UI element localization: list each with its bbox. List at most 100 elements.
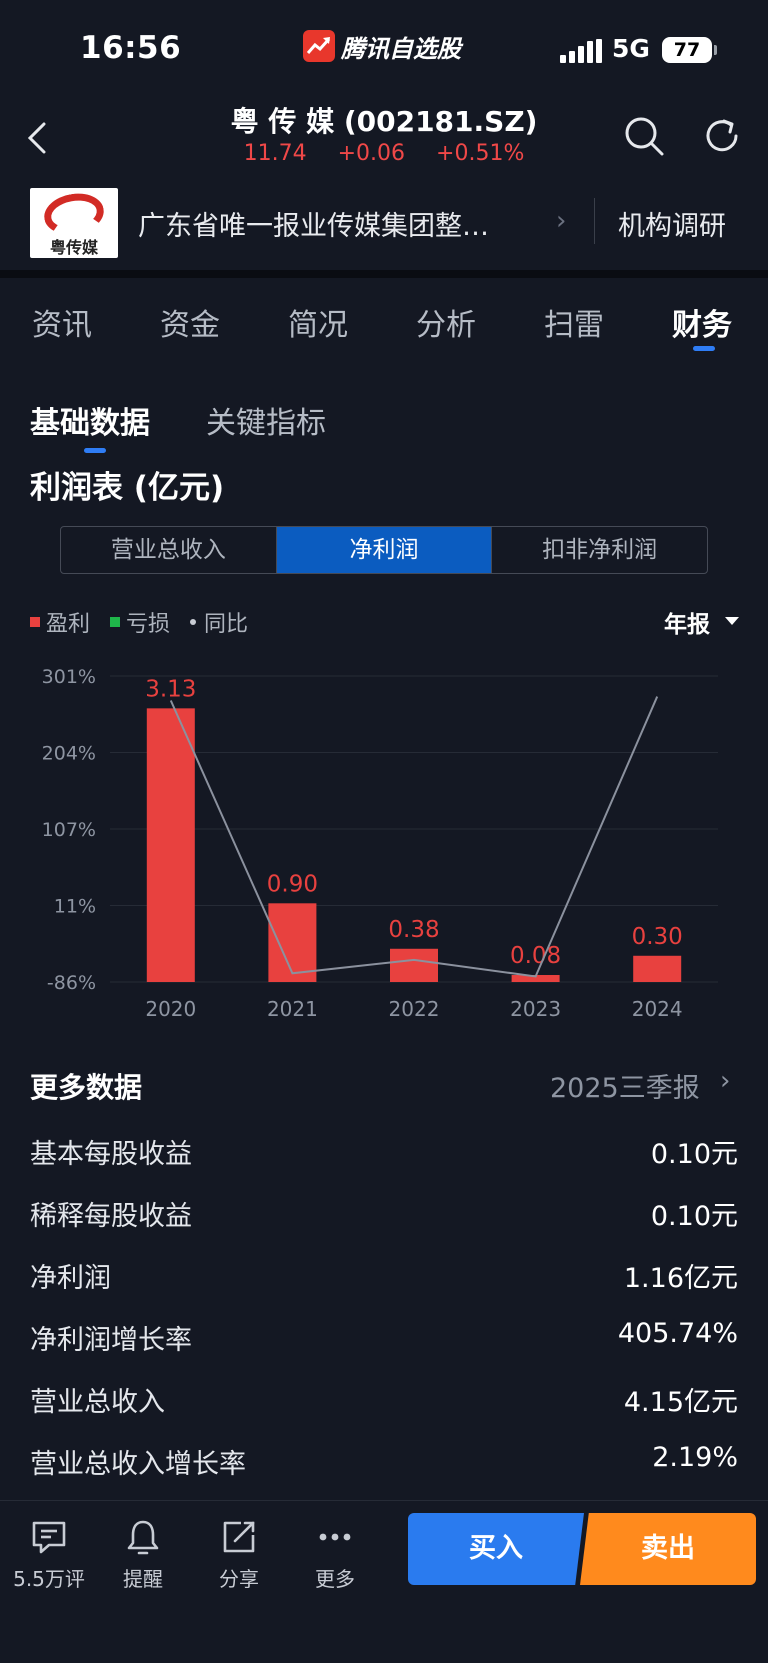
- bar-value-label: 0.38: [388, 917, 439, 943]
- section-title: 利润表 (亿元): [30, 470, 225, 506]
- battery-tip: [714, 45, 717, 55]
- comments-label: 5.5万评: [13, 1567, 85, 1591]
- bar: [268, 903, 317, 982]
- chevron-right-icon[interactable]: ›: [720, 1066, 731, 1096]
- share-icon: [223, 1521, 255, 1553]
- y-tick-label: 204%: [42, 743, 96, 765]
- stock-change-pct: +0.51%: [436, 141, 525, 166]
- metric-label: 营业总收入: [30, 1387, 165, 1418]
- x-tick-label: 2024: [632, 997, 683, 1021]
- bar: [146, 708, 195, 982]
- chevron-right-icon: ›: [556, 206, 567, 236]
- bar-value-label: 0.90: [267, 871, 318, 897]
- status-time: 16:56: [80, 30, 182, 66]
- metric-label: 净利润增长率: [30, 1325, 192, 1356]
- subtab-basic-data[interactable]: 基础数据: [30, 406, 150, 441]
- tab-analysis[interactable]: 分析: [416, 308, 476, 343]
- share-button[interactable]: 分享: [194, 1517, 284, 1592]
- comment-icon: [32, 1521, 66, 1554]
- search-icon[interactable]: [622, 114, 666, 158]
- app-name: 腾讯自选股: [341, 34, 461, 63]
- metric-row: 稀释每股收益 0.10元: [0, 1194, 768, 1234]
- comments-button[interactable]: 5.5万评: [4, 1517, 94, 1592]
- subtab-key-indicators[interactable]: 关键指标: [206, 406, 326, 441]
- company-description[interactable]: 广东省唯一报业传媒集团整…: [138, 211, 489, 242]
- x-tick-label: 2020: [145, 997, 196, 1021]
- legend-yoy-label: 同比: [204, 612, 249, 637]
- refresh-icon[interactable]: [700, 114, 744, 158]
- tab-finance[interactable]: 财务: [672, 308, 732, 343]
- more-data-title: 更多数据: [30, 1071, 143, 1104]
- company-banner[interactable]: 粤传媒 广东省唯一报业传媒集团整… › 机构调研: [0, 184, 768, 260]
- bottom-action-bar: 5.5万评 提醒 分享 更多 买入 卖出: [0, 1500, 768, 1663]
- x-tick-label: 2021: [267, 997, 318, 1021]
- divider: [594, 198, 595, 244]
- company-logo-ring: [40, 189, 108, 239]
- segment-net-profit[interactable]: 净利润: [276, 527, 493, 573]
- stock-title: 粤 传 媒 (002181.SZ): [230, 105, 538, 138]
- y-tick-label: 301%: [42, 666, 96, 688]
- legend-profit-label: 盈利: [46, 612, 91, 637]
- metric-row: 基本每股收益 0.10元: [0, 1132, 768, 1172]
- back-icon[interactable]: [18, 116, 58, 160]
- more-dots-icon: [319, 1533, 351, 1541]
- app-logo-icon: [303, 30, 335, 62]
- bell-icon: [127, 1520, 159, 1555]
- company-logo-text: 粤传媒: [49, 238, 98, 257]
- y-tick-label: 11%: [54, 896, 96, 918]
- signal-icon: [560, 39, 602, 63]
- bar: [633, 955, 682, 982]
- tab-profile[interactable]: 简况: [288, 308, 348, 343]
- tab-news[interactable]: 资讯: [32, 308, 92, 343]
- metric-segmented-control: 营业总收入 净利润 扣非净利润: [60, 526, 708, 574]
- legend-loss: 亏损: [110, 606, 170, 638]
- x-tick-label: 2022: [389, 997, 440, 1021]
- metric-row: 营业总收入 4.15亿元: [0, 1380, 768, 1420]
- status-bar: 16:56 腾讯自选股 5G 77: [0, 0, 768, 96]
- segment-deducted-net-profit[interactable]: 扣非净利润: [542, 537, 658, 563]
- legend-loss-swatch: [110, 617, 121, 627]
- legend-profit: 盈利: [30, 606, 90, 638]
- y-tick-label: 107%: [42, 819, 96, 841]
- legend-yoy-dot: [190, 619, 197, 625]
- sell-button[interactable]: 卖出: [580, 1513, 756, 1585]
- share-label: 分享: [219, 1567, 259, 1591]
- tab-funds[interactable]: 资金: [160, 308, 220, 343]
- more-label: 更多: [315, 1567, 355, 1591]
- period-select[interactable]: 年报: [664, 612, 710, 638]
- legend-yoy: 同比: [190, 606, 248, 638]
- subtab-indicator: [84, 448, 106, 453]
- profit-chart: 301% 204% 107% 11% -86% 3.13 0.90 0.38 0.08 0.30 2…: [42, 666, 718, 1021]
- metric-value: 0.10元: [650, 1201, 738, 1232]
- segment-revenue[interactable]: 营业总收入: [61, 527, 277, 573]
- metric-value: 405.74%: [617, 1318, 738, 1349]
- x-tick-label: 2023: [510, 997, 561, 1021]
- network-type: 5G: [612, 34, 650, 63]
- legend-profit-swatch: [30, 617, 40, 627]
- yoy-line: [169, 696, 659, 978]
- chart-legend: 盈利 亏损 同比: [30, 607, 268, 637]
- metric-value: 4.15亿元: [623, 1387, 738, 1418]
- stock-quote: 11.74 +0.06 +0.51%: [0, 141, 768, 166]
- buy-button[interactable]: 买入: [408, 1513, 584, 1585]
- separator: [0, 270, 768, 278]
- metric-label: 营业总收入增长率: [30, 1449, 246, 1480]
- company-logo: 粤传媒: [30, 188, 118, 258]
- metric-value: 0.10元: [650, 1139, 738, 1170]
- battery-icon: 77: [662, 37, 712, 63]
- remind-button[interactable]: 提醒: [98, 1517, 188, 1592]
- metric-label: 稀释每股收益: [30, 1201, 192, 1232]
- metric-value: 2.19%: [652, 1442, 738, 1473]
- metric-value: 1.16亿元: [623, 1263, 738, 1294]
- research-link[interactable]: 机构调研: [618, 211, 726, 242]
- y-tick-label: -86%: [47, 972, 96, 994]
- tab-risk[interactable]: 扫雷: [544, 308, 604, 343]
- more-data-period[interactable]: 2025三季报: [550, 1073, 700, 1104]
- caret-down-icon[interactable]: [725, 617, 739, 625]
- bar-value-label: 0.08: [510, 943, 561, 969]
- stock-price: 11.74: [243, 141, 307, 166]
- stock-change: +0.06: [337, 141, 406, 166]
- bar-value-label: 3.13: [145, 676, 196, 702]
- more-button[interactable]: 更多: [290, 1517, 380, 1592]
- remind-label: 提醒: [123, 1567, 163, 1591]
